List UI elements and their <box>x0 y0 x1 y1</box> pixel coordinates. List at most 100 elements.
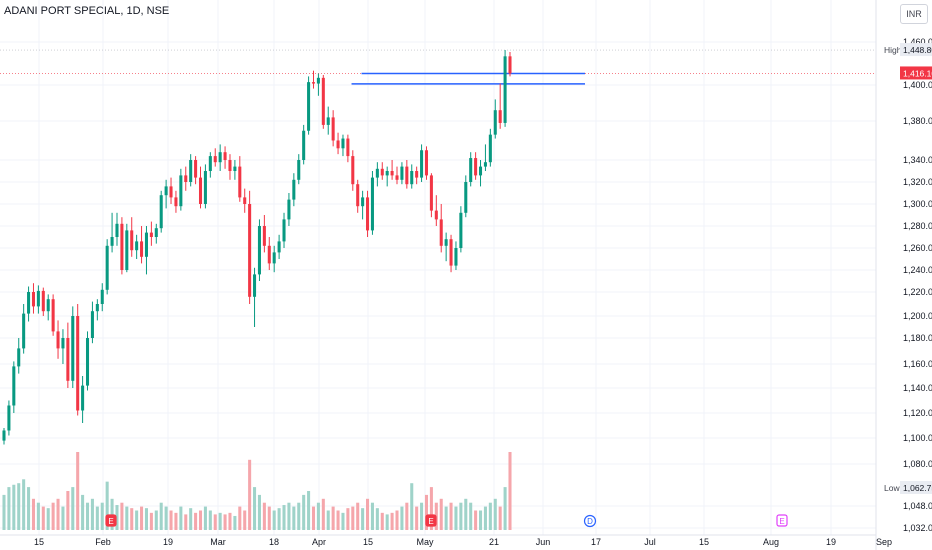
horizontal-levels[interactable] <box>0 49 876 85</box>
candle-body <box>321 77 325 125</box>
time-tick-label: Feb <box>95 537 111 547</box>
time-tick-label: 19 <box>163 537 173 547</box>
candle <box>420 144 424 182</box>
candle <box>198 166 203 209</box>
volume-bar <box>125 506 129 530</box>
candle-body <box>272 252 276 264</box>
candle <box>366 190 370 237</box>
candle <box>287 193 291 226</box>
volume-bar <box>115 505 119 530</box>
volume-bar <box>130 508 134 530</box>
volume-bar <box>375 508 379 530</box>
volume-bar <box>22 479 26 530</box>
candle-body <box>459 212 463 248</box>
price-tick-label: 1,380.00 <box>903 116 932 126</box>
candle-body <box>238 166 242 198</box>
price-axis[interactable]: 1,460.00 1,400.00 1,380.00 1,340.00 1,320.00… <box>903 37 932 533</box>
candle-body <box>434 210 438 220</box>
price-tick-label: 1,260.00 <box>903 243 932 253</box>
candle <box>7 400 11 436</box>
volume-bar <box>498 506 502 530</box>
candle <box>469 152 473 187</box>
volume-bar <box>71 487 75 530</box>
candle-body <box>159 195 163 229</box>
earnings-marker[interactable]: E <box>105 514 117 527</box>
candle <box>115 212 119 246</box>
candle-body <box>410 171 414 185</box>
time-axis[interactable]: 15 Feb 19 Mar 18 Apr 15 May 21 Jun 17 Jul 15 Aug 19 Sep <box>34 537 892 547</box>
volume-bar <box>169 510 173 530</box>
candle-body <box>218 152 222 163</box>
candle <box>194 156 198 185</box>
candle <box>56 320 60 359</box>
candle-body <box>100 289 104 304</box>
dividend-marker[interactable]: D <box>583 514 597 528</box>
candle <box>41 287 45 316</box>
candle <box>361 190 365 220</box>
low-badge-label: Low <box>884 483 900 493</box>
volume-bar <box>257 494 261 530</box>
candle <box>81 376 85 423</box>
low-badge-value: 1,062.75 <box>903 483 932 493</box>
candle-body <box>203 171 207 204</box>
candle <box>22 304 26 354</box>
volume-bar <box>356 502 360 530</box>
earnings-marker[interactable]: E <box>425 514 437 527</box>
candle-body <box>120 223 124 270</box>
candle <box>439 204 443 253</box>
earnings-marker[interactable]: E <box>776 514 788 527</box>
candle-body <box>277 241 281 253</box>
candle-body <box>474 158 478 176</box>
price-tick-label: 1,220.00 <box>903 287 932 297</box>
time-tick-label: 15 <box>699 537 709 547</box>
candle-body <box>262 226 266 246</box>
candle <box>434 195 438 226</box>
volume-bar <box>262 502 266 530</box>
volume-bar <box>144 508 148 530</box>
candle <box>454 241 458 270</box>
candle-body <box>282 219 286 242</box>
price-tick-label: 1,300.00 <box>903 199 932 209</box>
volume-bar <box>198 510 203 530</box>
time-tick-label: Jul <box>644 537 656 547</box>
volume-bar <box>488 502 492 530</box>
volume-bar <box>2 494 6 530</box>
candle-body <box>356 184 360 207</box>
volume-bar <box>105 481 109 530</box>
volume-bar <box>326 510 330 530</box>
volume-bar <box>469 502 473 530</box>
time-tick-label: 19 <box>826 537 836 547</box>
currency-button[interactable]: INR <box>900 4 928 24</box>
time-tick-label: 21 <box>489 537 499 547</box>
volume-bar <box>228 512 232 530</box>
candle-body <box>292 179 296 200</box>
volume-bar <box>464 498 468 530</box>
earnings-marker-box <box>105 514 117 527</box>
candle-body <box>405 166 409 185</box>
last-price-badge-bg <box>900 66 932 80</box>
candle <box>346 134 350 163</box>
candle <box>479 160 483 187</box>
candle-body <box>454 248 458 266</box>
price-tick-label: 1,140.00 <box>903 383 932 393</box>
volume-bar <box>277 508 281 530</box>
volume-bar <box>149 512 153 530</box>
candle <box>243 188 247 213</box>
volume-bar <box>223 514 227 530</box>
candle-body <box>248 204 252 297</box>
volume-bar <box>370 502 374 530</box>
candle-body <box>439 219 443 246</box>
candle <box>331 110 335 147</box>
candle-body <box>76 316 80 411</box>
candle <box>144 226 148 275</box>
candle-body <box>223 152 227 160</box>
earnings-marker-label: E <box>779 517 784 526</box>
volume-bar <box>140 506 144 530</box>
candle <box>483 144 487 171</box>
price-tick-label: 1,160.00 <box>903 359 932 369</box>
candle-body <box>213 156 217 163</box>
volume-bar <box>85 502 90 530</box>
